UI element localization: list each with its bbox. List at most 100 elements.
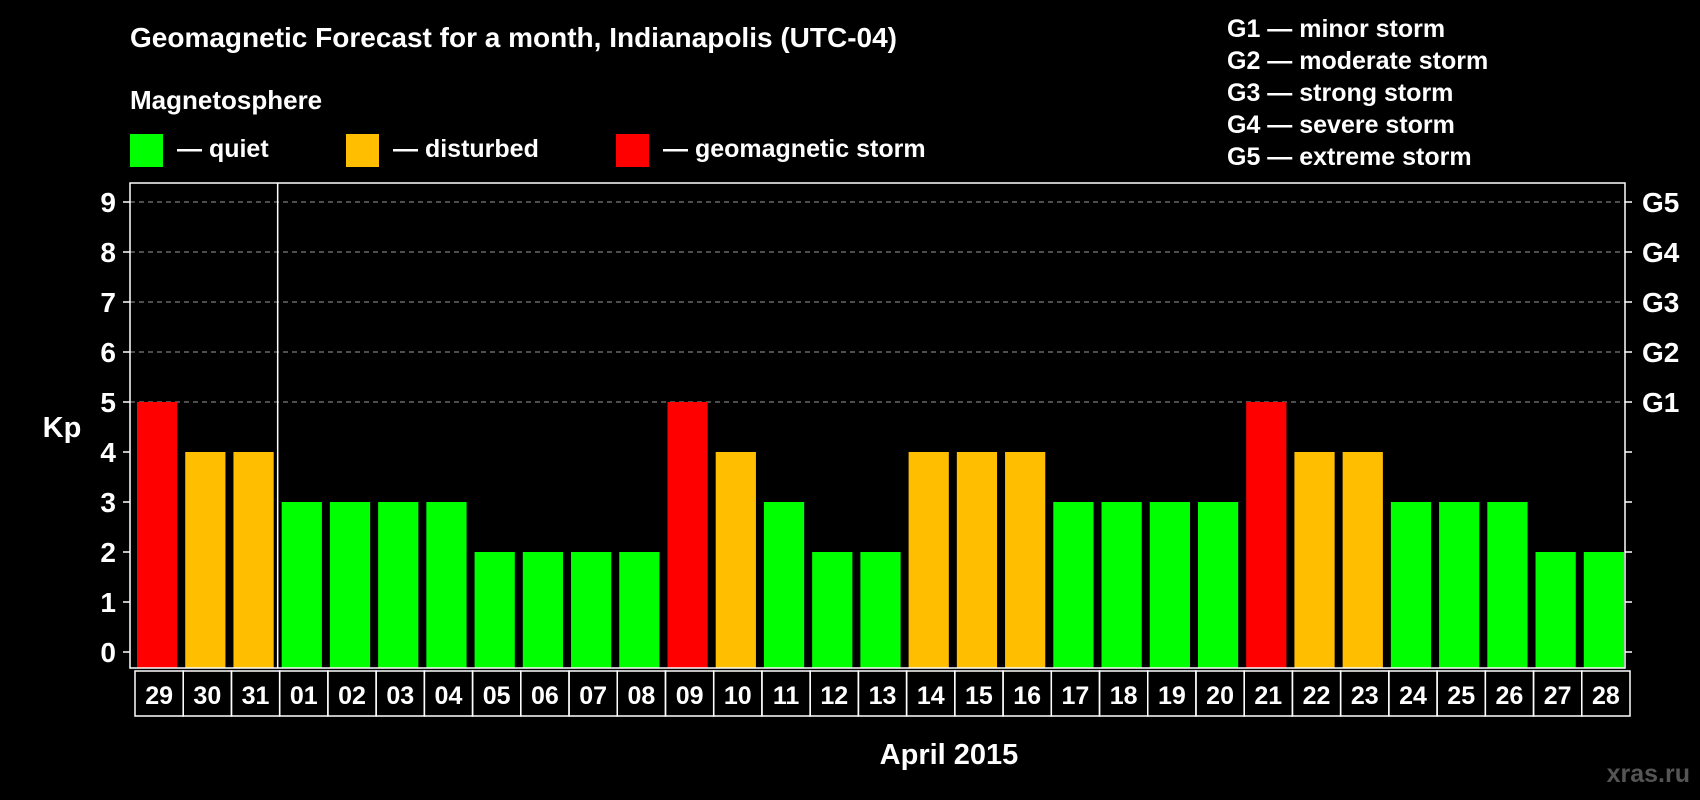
bar-23: [1342, 452, 1383, 668]
date-label-08: 08: [627, 682, 655, 710]
date-label-16: 16: [1013, 682, 1041, 710]
bar-05: [474, 552, 515, 668]
bar-30: [185, 452, 226, 668]
bar-03: [378, 502, 419, 668]
bar-07: [571, 552, 612, 668]
plot-border: [129, 182, 1626, 669]
y-tick-label-8: 8: [100, 237, 116, 268]
storm-scale-g5: G5 — extreme storm: [1227, 143, 1472, 171]
storm-level-ticks: G1 G2 G3 G4 G5: [1625, 187, 1680, 653]
legend-heading: Magnetosphere: [130, 85, 322, 115]
bar-15: [956, 452, 998, 668]
date-label-15: 15: [965, 682, 993, 710]
y-tick-label-1: 1: [100, 587, 116, 618]
y-tick-label-4: 4: [100, 437, 116, 468]
date-label-12: 12: [820, 682, 848, 710]
bar-31: [233, 452, 274, 668]
date-label-02: 02: [338, 682, 366, 710]
chart-title: Geomagnetic Forecast for a month, Indian…: [130, 22, 897, 53]
bar-06: [522, 552, 564, 668]
storm-scale-g4: G4 — severe storm: [1227, 111, 1455, 139]
y-tick-label-5: 5: [100, 387, 116, 418]
date-label-26: 26: [1496, 682, 1524, 710]
date-label-03: 03: [386, 682, 414, 710]
date-label-07: 07: [579, 682, 607, 710]
bar-12: [812, 552, 853, 668]
storm-scale-g1: G1 — minor storm: [1227, 15, 1445, 43]
storm-scale-legend: G1 — minor storm G2 — moderate storm G3 …: [1227, 15, 1488, 171]
bar-19: [1149, 502, 1190, 668]
bar-11: [763, 502, 805, 668]
y-tick-label-9: 9: [100, 187, 116, 218]
legend-disturbed-label: — disturbed: [393, 135, 539, 163]
legend-quiet: — quiet: [130, 134, 269, 167]
date-label-31: 31: [242, 682, 270, 710]
legend-quiet-swatch: [130, 134, 163, 167]
date-label-05: 05: [483, 682, 511, 710]
date-label-10: 10: [724, 682, 752, 710]
date-label-25: 25: [1447, 682, 1475, 710]
date-label-06: 06: [531, 682, 559, 710]
storm-level-label-G3: G3: [1642, 287, 1679, 318]
y-axis-label: Kp: [43, 412, 82, 444]
date-label-29: 29: [145, 682, 173, 710]
bar-17: [1053, 502, 1094, 668]
bar-27: [1535, 552, 1576, 668]
y-tick-label-2: 2: [100, 537, 116, 568]
storm-scale-g3: G3 — strong storm: [1227, 79, 1453, 107]
legend-storm-label: — geomagnetic storm: [663, 135, 926, 163]
date-label-17: 17: [1061, 682, 1089, 710]
watermark: xras.ru: [1607, 760, 1690, 788]
storm-scale-g2: G2 — moderate storm: [1227, 47, 1488, 75]
date-label-18: 18: [1110, 682, 1138, 710]
date-label-20: 20: [1206, 682, 1234, 710]
y-tick-label-7: 7: [100, 287, 116, 318]
y-tick-label-6: 6: [100, 337, 116, 368]
bar-09: [667, 402, 708, 668]
legend-quiet-label: — quiet: [177, 135, 269, 163]
bar-08: [619, 552, 660, 668]
bar-24: [1390, 502, 1432, 668]
bar-04: [426, 502, 467, 668]
legend-disturbed-swatch: [346, 134, 379, 167]
legend-disturbed: — disturbed: [346, 134, 539, 167]
bar-18: [1101, 502, 1142, 668]
bar-02: [329, 502, 371, 668]
plot-frame: [129, 182, 1626, 669]
date-label-19: 19: [1158, 682, 1186, 710]
bars: [137, 402, 1624, 668]
bar-16: [1005, 452, 1046, 668]
date-label-23: 23: [1351, 682, 1379, 710]
date-label-28: 28: [1592, 682, 1620, 710]
storm-level-label-G2: G2: [1642, 337, 1679, 368]
bar-29: [137, 402, 178, 668]
storm-level-label-G5: G5: [1642, 187, 1679, 218]
legend-storm: — geomagnetic storm: [616, 134, 926, 167]
bar-28: [1583, 552, 1624, 668]
bar-21: [1246, 402, 1287, 668]
bar-20: [1197, 502, 1239, 668]
date-label-22: 22: [1303, 682, 1331, 710]
bar-26: [1487, 502, 1528, 668]
legend-storm-swatch: [616, 134, 649, 167]
bar-25: [1439, 502, 1480, 668]
date-label-11: 11: [773, 682, 800, 710]
date-label-04: 04: [435, 682, 463, 710]
storm-level-label-G4: G4: [1642, 237, 1680, 268]
date-label-30: 30: [193, 682, 221, 710]
date-label-01: 01: [290, 682, 318, 710]
x-categories: 29 30 31 01 02 03 04 05 06 07 08 09 10 11 12 13 14 15 16 17…: [134, 670, 1631, 717]
date-label-21: 21: [1254, 682, 1282, 710]
bar-10: [715, 452, 756, 668]
storm-level-label-G1: G1: [1642, 387, 1679, 418]
grid-lines: [130, 201, 1625, 403]
bar-14: [908, 452, 949, 668]
y-tick-label-3: 3: [100, 487, 116, 518]
date-label-27: 27: [1544, 682, 1572, 710]
y-tick-label-0: 0: [100, 637, 116, 668]
bar-13: [860, 552, 901, 668]
date-label-14: 14: [917, 682, 945, 710]
bar-22: [1294, 452, 1335, 668]
date-label-09: 09: [676, 682, 704, 710]
